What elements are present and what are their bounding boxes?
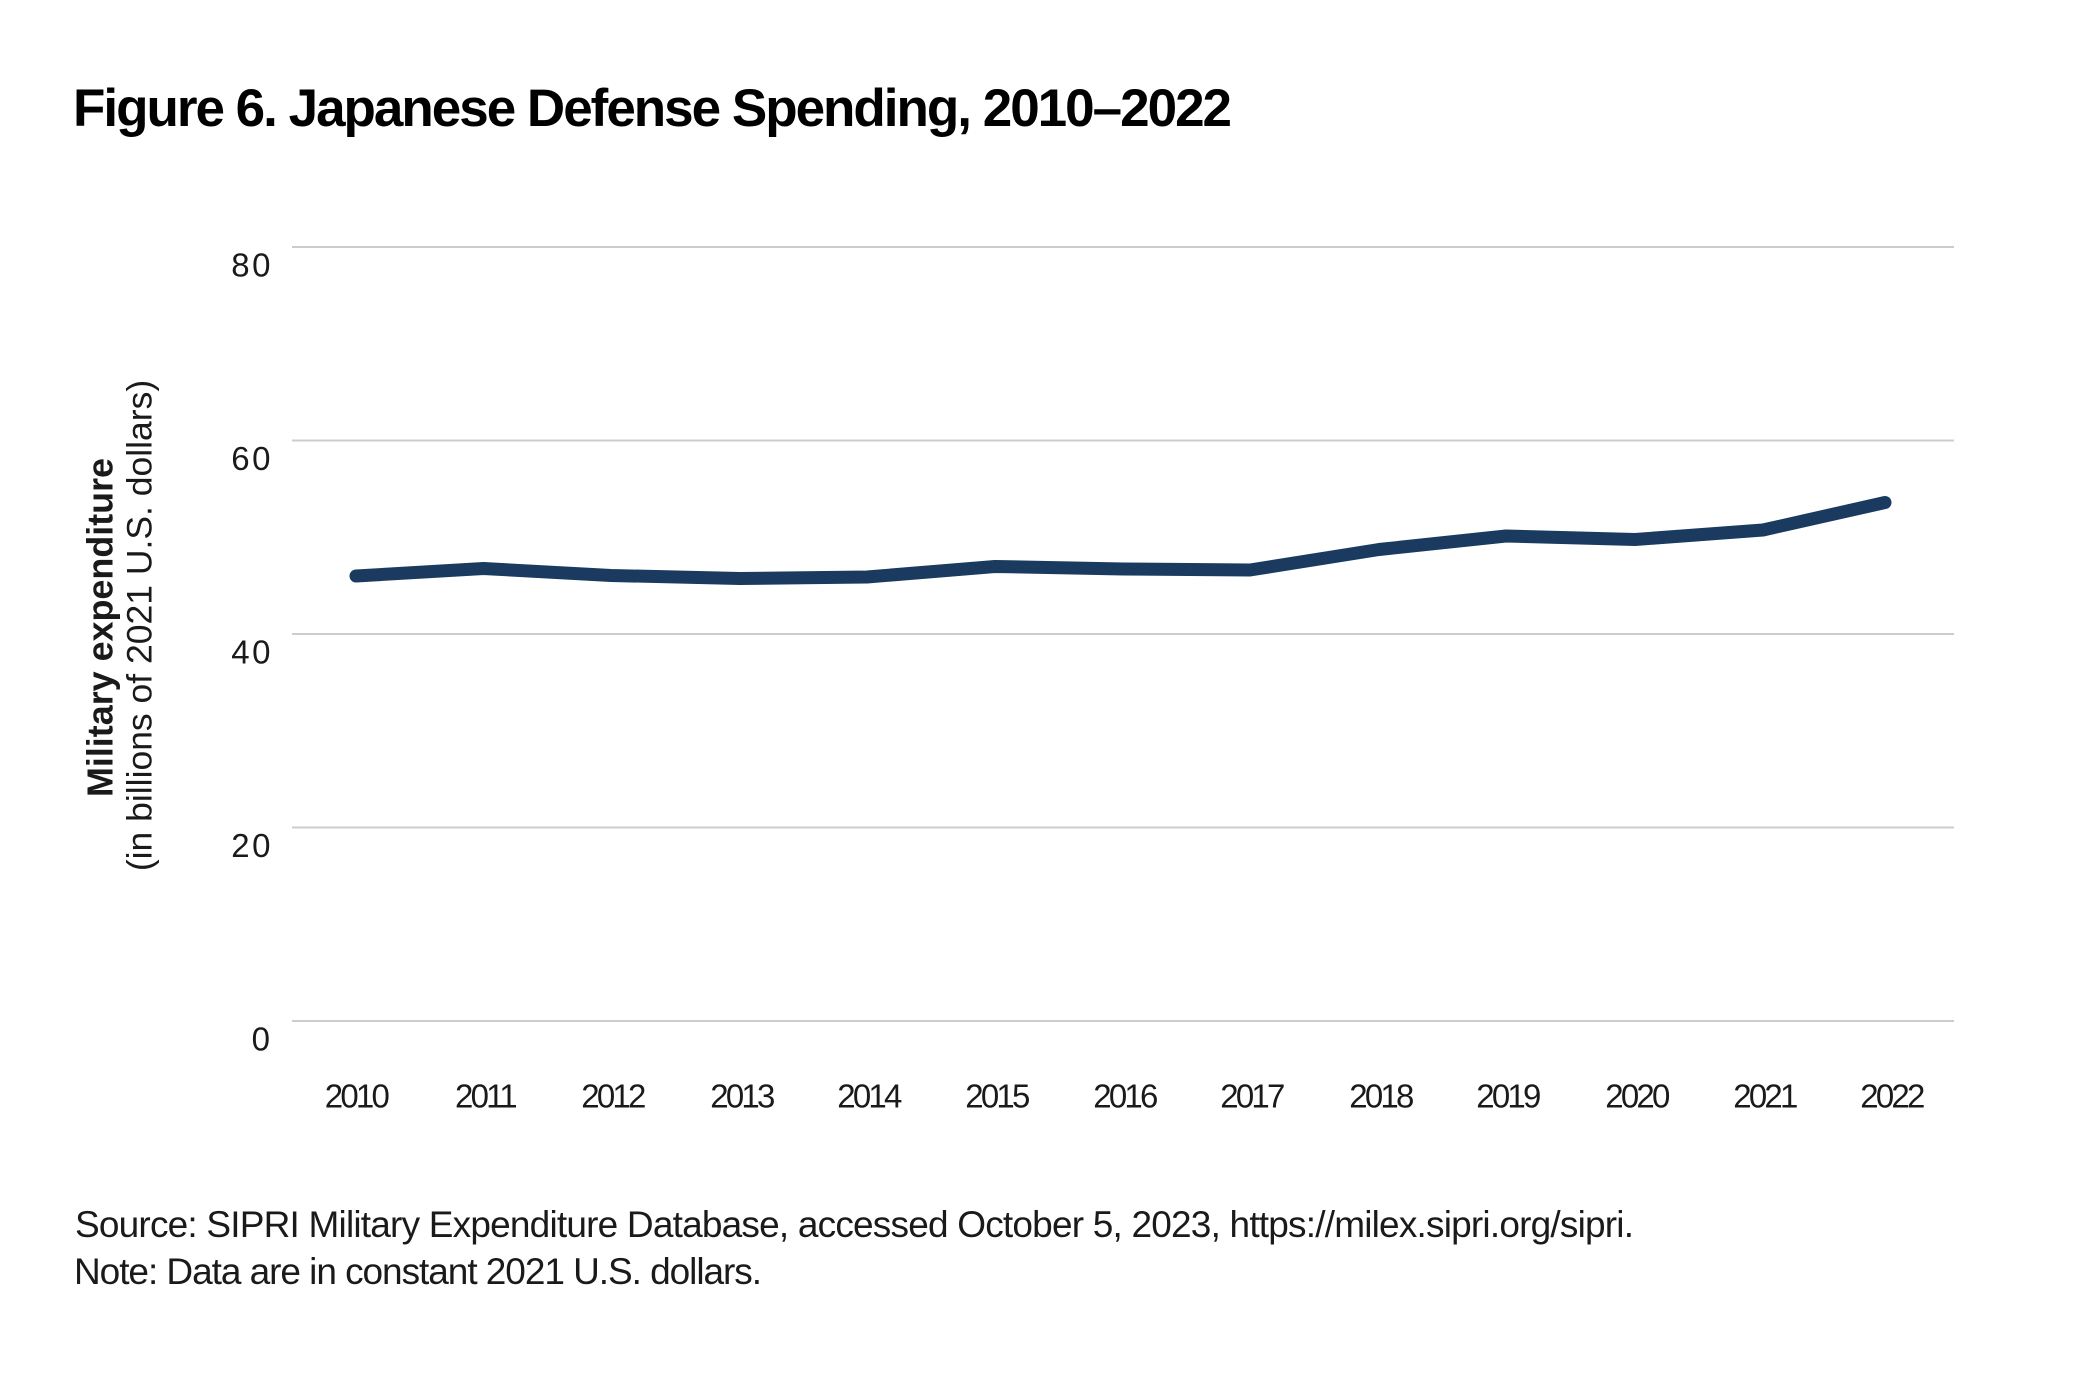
svg-text:Military expenditure: Military expenditure [81, 458, 121, 797]
svg-text:2017: 2017 [1220, 1078, 1284, 1115]
svg-text:2012: 2012 [581, 1078, 645, 1115]
svg-text:2010: 2010 [325, 1078, 390, 1115]
svg-text:0: 0 [252, 1021, 270, 1058]
svg-text:Note: Data are in constant 202: Note: Data are in constant 2021 U.S. dol… [74, 1251, 761, 1292]
svg-text:2011: 2011 [455, 1078, 516, 1115]
svg-text:Figure 6. Japanese Defense Spe: Figure 6. Japanese Defense Spending, 201… [73, 79, 1231, 138]
svg-text:2022: 2022 [1860, 1078, 1924, 1115]
svg-text:2019: 2019 [1476, 1078, 1540, 1115]
svg-text:2014: 2014 [837, 1078, 902, 1115]
svg-text:2020: 2020 [1605, 1078, 1670, 1115]
svg-text:2018: 2018 [1349, 1078, 1413, 1115]
svg-text:2021: 2021 [1733, 1078, 1797, 1115]
svg-text:2013: 2013 [710, 1078, 774, 1115]
svg-text:60: 60 [231, 440, 273, 477]
svg-text:2015: 2015 [965, 1078, 1029, 1115]
svg-text:(in billions of 2021 U.S. doll: (in billions of 2021 U.S. dollars) [120, 380, 160, 871]
svg-text:80: 80 [231, 247, 273, 284]
svg-text:20: 20 [231, 827, 273, 864]
svg-text:40: 40 [231, 634, 273, 671]
svg-text:2016: 2016 [1093, 1078, 1157, 1115]
svg-text:Source: SIPRI Military Expendi: Source: SIPRI Military Expenditure Datab… [75, 1204, 1633, 1245]
